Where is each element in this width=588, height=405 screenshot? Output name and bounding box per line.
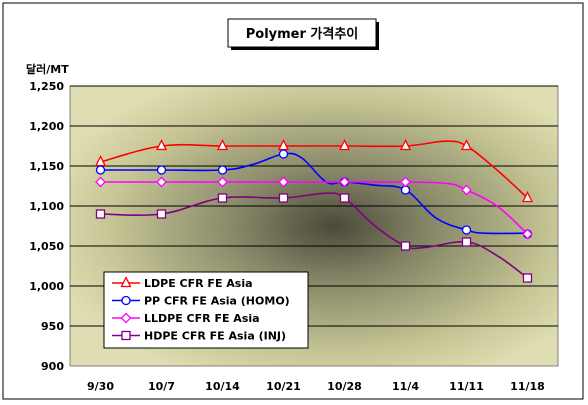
x-tick-label: 9/30	[87, 380, 114, 393]
y-tick-label: 900	[41, 360, 64, 373]
data-point	[217, 193, 228, 203]
legend-box	[103, 271, 309, 349]
data-point	[460, 139, 473, 151]
legend-swatch-marker	[120, 312, 132, 324]
data-point	[278, 193, 289, 203]
data-point	[278, 176, 289, 188]
legend-entry: LLDPE CFR FE Asia	[112, 312, 260, 325]
x-tick-labels: 9/30 10/7 10/14 10/21 10/28 11/4 11/11 11/18	[87, 380, 545, 393]
y-tick-label: 1,050	[29, 240, 64, 253]
legend-entry: LDPE CFR FE Asia	[112, 276, 253, 290]
series-line	[100, 140, 529, 199]
data-point	[156, 176, 167, 188]
legend: LDPE CFR FE Asia PP CFR FE Asia (HOMO) LLD…	[103, 271, 309, 349]
title-box-shadow-right	[376, 22, 379, 50]
title-box-shadow-bottom	[231, 47, 379, 50]
legend-swatch-marker	[120, 276, 132, 288]
data-point	[156, 165, 167, 175]
data-point	[95, 209, 106, 219]
x-tick-label: 11/18	[510, 380, 545, 393]
y-tick-labels: 1,250 1,200 1,150 1,100 1,050 1,000 950 900	[29, 80, 64, 373]
x-tick-label: 11/11	[449, 380, 484, 393]
data-point	[522, 228, 533, 240]
data-point	[95, 176, 106, 188]
data-point	[399, 139, 412, 151]
legend-swatch-marker	[121, 330, 131, 341]
data-point	[156, 209, 167, 219]
legend-entry: PP CFR FE Asia (HOMO)	[112, 295, 290, 308]
data-point	[339, 193, 350, 203]
y-tick-label: 1,250	[29, 80, 64, 93]
series-4	[95, 192, 533, 283]
data-point	[95, 165, 106, 175]
title-box	[227, 18, 377, 48]
data-point	[461, 184, 472, 196]
data-point	[522, 273, 533, 283]
x-tick-label: 10/21	[266, 380, 301, 393]
data-point	[400, 176, 411, 188]
data-point	[461, 225, 472, 235]
y-tick-label: 950	[41, 320, 64, 333]
data-point	[278, 149, 289, 159]
data-point	[338, 139, 351, 151]
legend-entry: HDPE CFR FE Asia (INJ)	[112, 330, 286, 343]
y-tick-label: 1,200	[29, 120, 64, 133]
y-tick-label: 1,100	[29, 200, 64, 213]
data-point	[217, 165, 228, 175]
x-tick-label: 10/7	[148, 380, 175, 393]
y-tick-label: 1,000	[29, 280, 64, 293]
x-tick-label: 10/28	[327, 380, 362, 393]
x-tick-label: 10/14	[205, 380, 240, 393]
legend-swatch-marker	[121, 295, 131, 306]
y-tick-label: 1,150	[29, 160, 64, 173]
data-point	[217, 176, 228, 188]
x-tick-label: 11/4	[392, 380, 419, 393]
chart-title: Polymer 가격추이	[246, 26, 359, 42]
data-point	[521, 191, 534, 203]
data-point	[216, 139, 229, 151]
series-3	[95, 176, 533, 240]
legend-label: LLDPE CFR FE Asia	[144, 312, 260, 325]
data-point	[461, 237, 472, 247]
series-lines	[94, 139, 534, 283]
series-line	[100, 181, 529, 235]
series-1	[94, 139, 534, 203]
y-axis-label: 달러/MT	[26, 62, 69, 76]
legend-label: PP CFR FE Asia (HOMO)	[144, 295, 290, 308]
data-point	[339, 176, 350, 188]
data-point	[155, 139, 168, 151]
legend-label: LDPE CFR FE Asia	[144, 277, 253, 290]
data-point	[400, 241, 411, 251]
legend-label: HDPE CFR FE Asia (INJ)	[144, 330, 286, 343]
